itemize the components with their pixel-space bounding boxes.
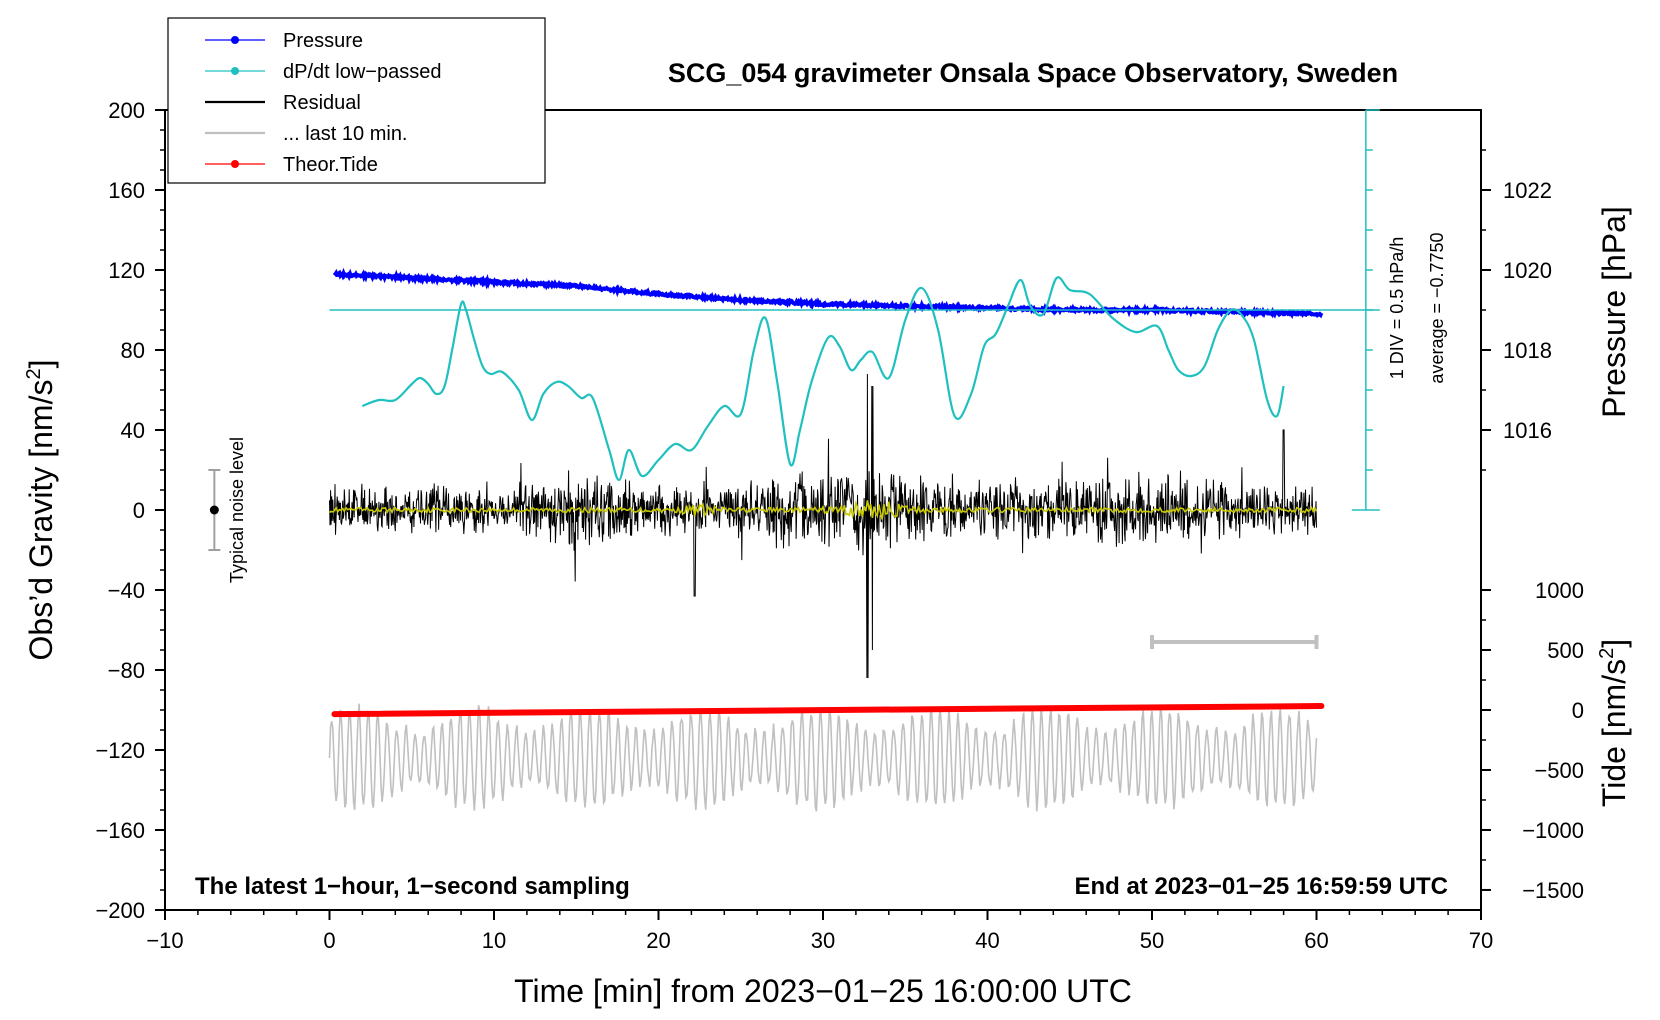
- noise-center-dot: [209, 505, 219, 515]
- x-tick-label: 40: [975, 928, 999, 953]
- x-tick-label: 10: [482, 928, 506, 953]
- y-tick-label: −160: [95, 818, 145, 843]
- last-10-min-series: [328, 703, 1318, 812]
- tide-tick-label: 0: [1572, 698, 1584, 723]
- last-10-min-bar: [1150, 635, 1319, 649]
- dpdt-div-label: 1 DIV = 0.5 hPa/h: [1387, 237, 1407, 380]
- legend-box: [167, 17, 546, 184]
- typical-noise-indicator: [208, 469, 221, 551]
- y-axis-left: 200 160 120 80 40 0 −40 −80 −120 −160 −200: [95, 98, 165, 923]
- dpdt-scale-bar: [329, 109, 1380, 511]
- dpdt-average-label: average = −0.7750: [1427, 232, 1447, 383]
- y-tick-label: −80: [108, 658, 145, 683]
- x-tick-label: 20: [646, 928, 670, 953]
- legend-label: dP/dt low−passed: [283, 61, 441, 83]
- last-10-min-line: [328, 703, 1318, 812]
- residual-series: [329, 373, 1317, 679]
- legend-swatch-marker: [231, 36, 239, 44]
- legend-label: Theor.Tide: [283, 154, 378, 176]
- y-tick-label: 200: [108, 98, 145, 123]
- residual-line: [329, 373, 1317, 679]
- y-tick-label: 0: [133, 498, 145, 523]
- tide-tick-label: −1000: [1522, 818, 1584, 843]
- y-tick-label: −120: [95, 738, 145, 763]
- x-tick-label: 0: [323, 928, 335, 953]
- legend-label: Pressure: [283, 30, 363, 52]
- pressure-tick-label: 1020: [1503, 258, 1552, 283]
- residual-mean-line: [329, 500, 1318, 520]
- pressure-tick-label: 1018: [1503, 338, 1552, 363]
- pressure-line: [332, 267, 1324, 320]
- end-time-note: End at 2023−01−25 16:59:59 UTC: [1074, 873, 1448, 900]
- pressure-tick-label: 1016: [1503, 418, 1552, 443]
- tide-tick-label: −500: [1534, 758, 1584, 783]
- x-tick-label: 30: [811, 928, 835, 953]
- x-tick-label: 70: [1469, 928, 1493, 953]
- y-axis-tide: 1000 500 0 −500 −1000 −1500: [1481, 578, 1584, 903]
- tide-tick-label: −1500: [1522, 878, 1584, 903]
- legend-swatch-marker: [231, 160, 239, 168]
- tide-line: [331, 703, 1325, 718]
- y-axis-pressure-title: Pressure [hPa]: [1596, 206, 1632, 418]
- y-tick-label: 120: [108, 258, 145, 283]
- tide-tick-label: 500: [1547, 638, 1584, 663]
- x-axis-title: Time [min] from 2023−01−25 16:00:00 UTC: [514, 973, 1132, 1009]
- legend: Pressure dP/dt low−passed Residual ... last…: [167, 17, 546, 184]
- y-axis-left-title: Obs’d Gravity [nm/s2]: [23, 360, 59, 661]
- pressure-tick-label: 1022: [1503, 178, 1552, 203]
- y-tick-label: 40: [121, 418, 145, 443]
- y-tick-label: 80: [121, 338, 145, 363]
- x-tick-label: −10: [146, 928, 183, 953]
- x-tick-label: 50: [1140, 928, 1164, 953]
- dpdt-series: [361, 276, 1285, 482]
- chart-title: SCG_054 gravimeter Onsala Space Observat…: [668, 58, 1398, 88]
- pressure-series: [332, 267, 1324, 320]
- y-tick-label: −40: [108, 578, 145, 603]
- legend-label: ... last 10 min.: [283, 123, 408, 145]
- tide-tick-label: 1000: [1535, 578, 1584, 603]
- legend-label: Residual: [283, 92, 361, 114]
- x-axis: −10 0 10 20 30 40 50 60 70: [146, 910, 1493, 953]
- y-axis-pressure: 1022 1020 1018 1016: [1481, 149, 1552, 471]
- dpdt-line: [361, 276, 1285, 482]
- theoretical-tide-series: [331, 703, 1325, 718]
- y-tick-label: 160: [108, 178, 145, 203]
- legend-swatch-marker: [231, 67, 239, 75]
- y-tick-label: −200: [95, 898, 145, 923]
- y-axis-tide-title: Tide [nm/s2]: [1596, 639, 1632, 807]
- residual-mean-series: [329, 500, 1318, 520]
- sampling-note: The latest 1−hour, 1−second sampling: [195, 873, 630, 900]
- noise-label: Typical noise level: [227, 437, 247, 583]
- x-tick-label: 60: [1304, 928, 1328, 953]
